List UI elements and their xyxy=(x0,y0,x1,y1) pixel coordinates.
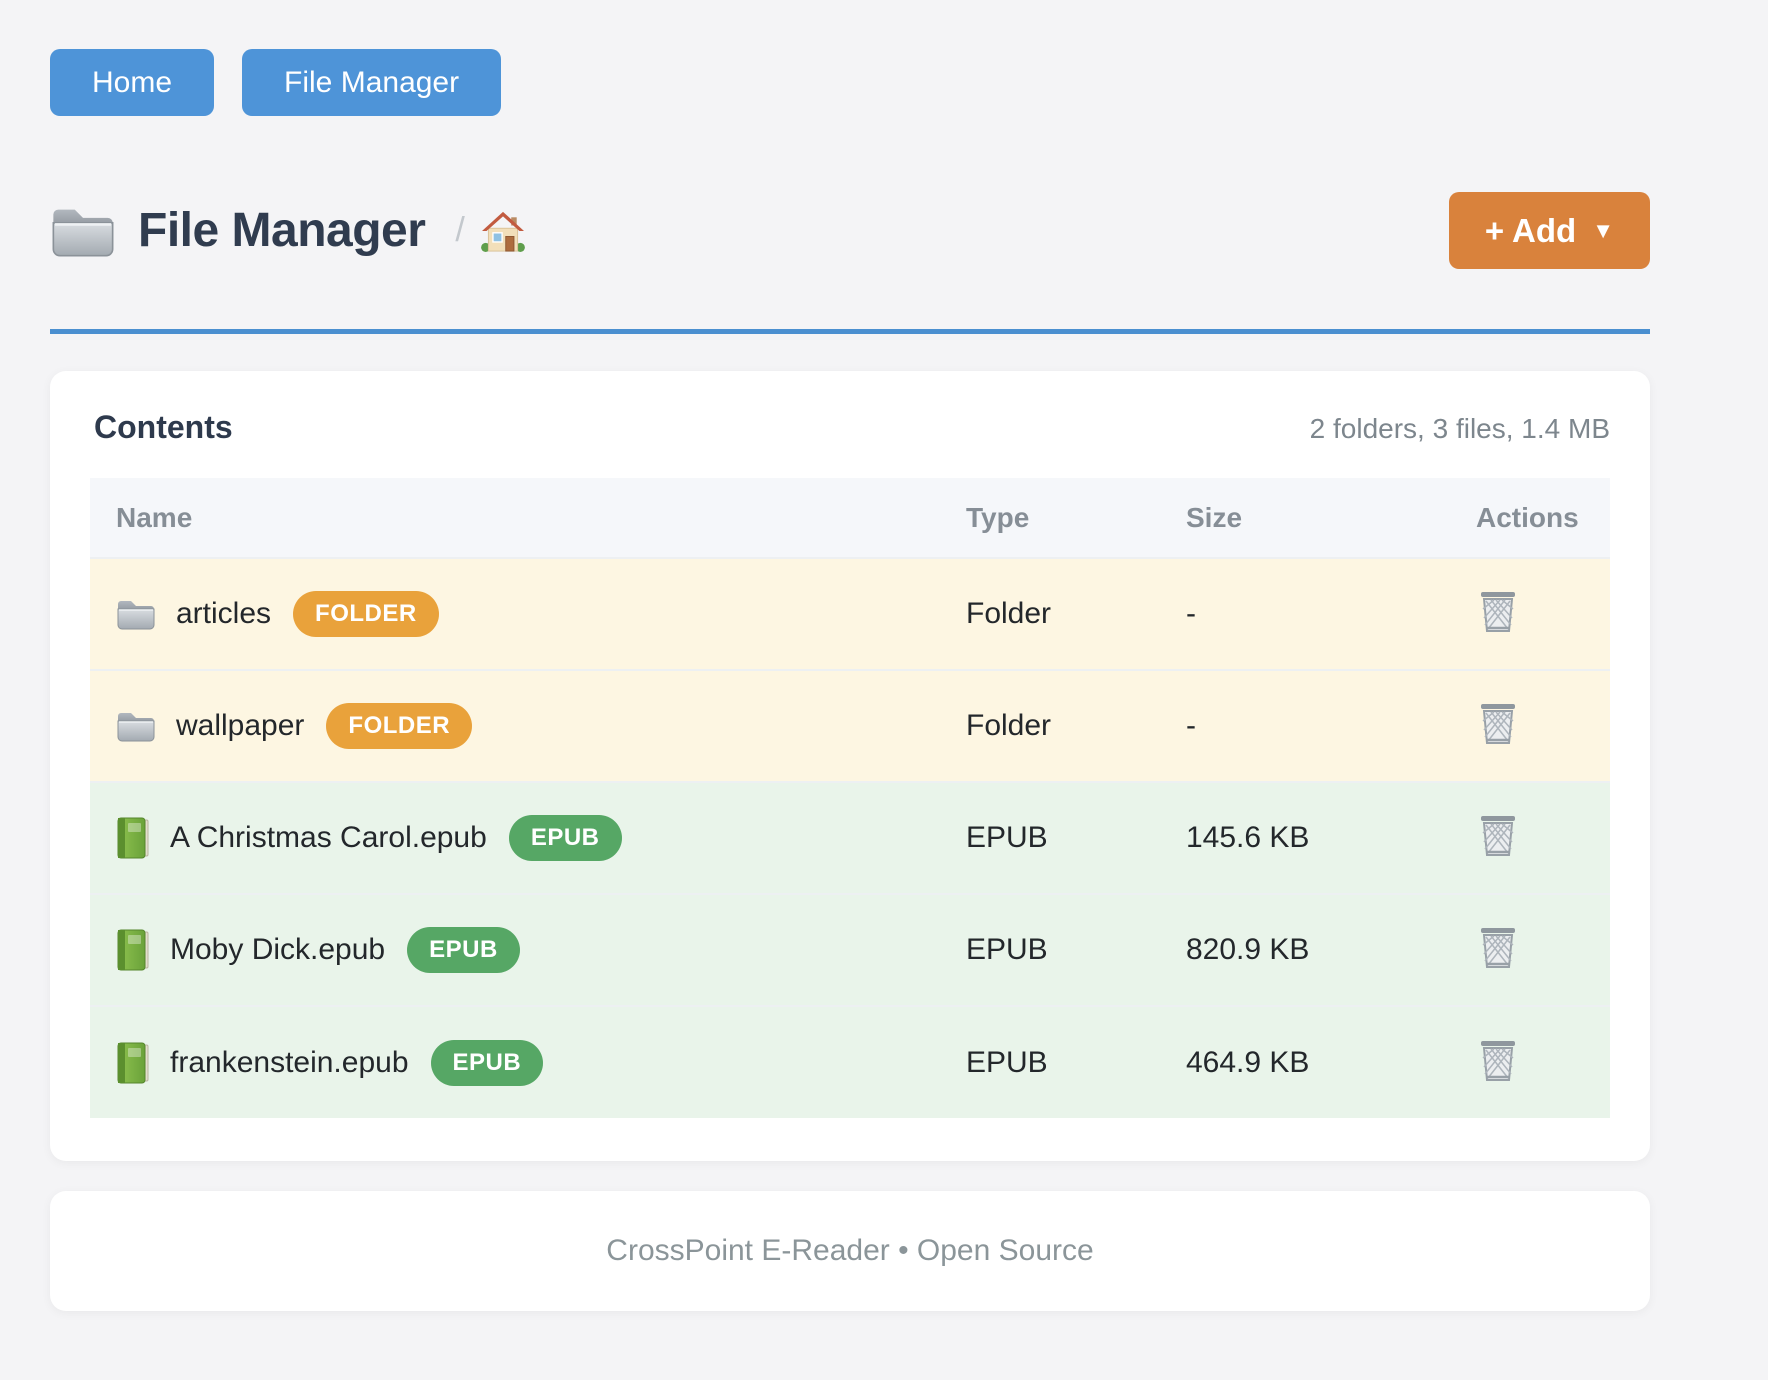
add-button-label: + Add xyxy=(1485,212,1576,250)
folder-icon xyxy=(116,709,156,743)
trash-icon xyxy=(1480,1040,1516,1082)
contents-summary: 2 folders, 3 files, 1.4 MB xyxy=(1310,413,1610,445)
epub-badge: EPUB xyxy=(407,927,520,973)
epub-badge: EPUB xyxy=(431,1040,544,1086)
file-size: 145.6 KB xyxy=(1170,782,1460,894)
home-button[interactable]: Home xyxy=(50,49,214,116)
contents-card-header: Contents 2 folders, 3 files, 1.4 MB xyxy=(90,409,1610,446)
file-type: EPUB xyxy=(950,894,1170,1006)
contents-title: Contents xyxy=(94,409,233,446)
file-name[interactable]: wallpaper xyxy=(176,709,304,743)
folder-icon xyxy=(116,597,156,631)
page: Home File Manager File Manager / + Add ▼… xyxy=(50,0,1650,1311)
book-icon xyxy=(116,817,150,859)
breadcrumb-separator: / xyxy=(455,211,464,250)
book-icon xyxy=(116,1042,150,1084)
table-row: frankenstein.epub EPUB EPUB 464.9 KB xyxy=(90,1006,1610,1118)
file-name[interactable]: A Christmas Carol.epub xyxy=(170,821,487,855)
add-button[interactable]: + Add ▼ xyxy=(1449,192,1650,269)
file-size: - xyxy=(1170,558,1460,670)
caret-down-icon: ▼ xyxy=(1592,218,1614,244)
file-size: - xyxy=(1170,670,1460,782)
column-header-size: Size xyxy=(1170,478,1460,558)
delete-button[interactable] xyxy=(1476,923,1520,973)
column-header-type: Type xyxy=(950,478,1170,558)
title-group: File Manager / xyxy=(50,203,525,259)
page-title: File Manager xyxy=(138,203,425,258)
delete-button[interactable] xyxy=(1476,699,1520,749)
column-header-name: Name xyxy=(90,478,950,558)
trash-icon xyxy=(1480,815,1516,857)
trash-icon xyxy=(1480,927,1516,969)
file-name[interactable]: articles xyxy=(176,597,271,631)
trash-icon xyxy=(1480,703,1516,745)
folder-badge: FOLDER xyxy=(293,591,439,637)
file-size: 820.9 KB xyxy=(1170,894,1460,1006)
file-type: EPUB xyxy=(950,782,1170,894)
file-name[interactable]: Moby Dick.epub xyxy=(170,933,385,967)
table-row: Moby Dick.epub EPUB EPUB 820.9 KB xyxy=(90,894,1610,1006)
contents-card: Contents 2 folders, 3 files, 1.4 MB Name… xyxy=(50,371,1650,1161)
home-icon[interactable] xyxy=(481,210,525,252)
epub-badge: EPUB xyxy=(509,815,622,861)
delete-button[interactable] xyxy=(1476,811,1520,861)
file-manager-button[interactable]: File Manager xyxy=(242,49,501,116)
file-type: Folder xyxy=(950,670,1170,782)
folder-icon xyxy=(50,203,116,259)
table-row: A Christmas Carol.epub EPUB EPUB 145.6 K… xyxy=(90,782,1610,894)
footer-text: CrossPoint E-Reader • Open Source xyxy=(606,1234,1093,1268)
file-table: Name Type Size Actions articles FOLDER xyxy=(90,478,1610,1118)
folder-badge: FOLDER xyxy=(326,703,472,749)
book-icon xyxy=(116,929,150,971)
table-row: wallpaper FOLDER Folder - xyxy=(90,670,1610,782)
footer-card: CrossPoint E-Reader • Open Source xyxy=(50,1191,1650,1311)
file-type: EPUB xyxy=(950,1006,1170,1118)
delete-button[interactable] xyxy=(1476,1036,1520,1086)
file-type: Folder xyxy=(950,558,1170,670)
table-header: Name Type Size Actions xyxy=(90,478,1610,558)
top-nav: Home File Manager xyxy=(50,49,1650,116)
column-header-actions: Actions xyxy=(1460,478,1610,558)
trash-icon xyxy=(1480,591,1516,633)
table-row: articles FOLDER Folder - xyxy=(90,558,1610,670)
title-divider xyxy=(50,329,1650,334)
page-header: File Manager / + Add ▼ xyxy=(50,192,1650,269)
file-name[interactable]: frankenstein.epub xyxy=(170,1046,409,1080)
delete-button[interactable] xyxy=(1476,587,1520,637)
file-size: 464.9 KB xyxy=(1170,1006,1460,1118)
